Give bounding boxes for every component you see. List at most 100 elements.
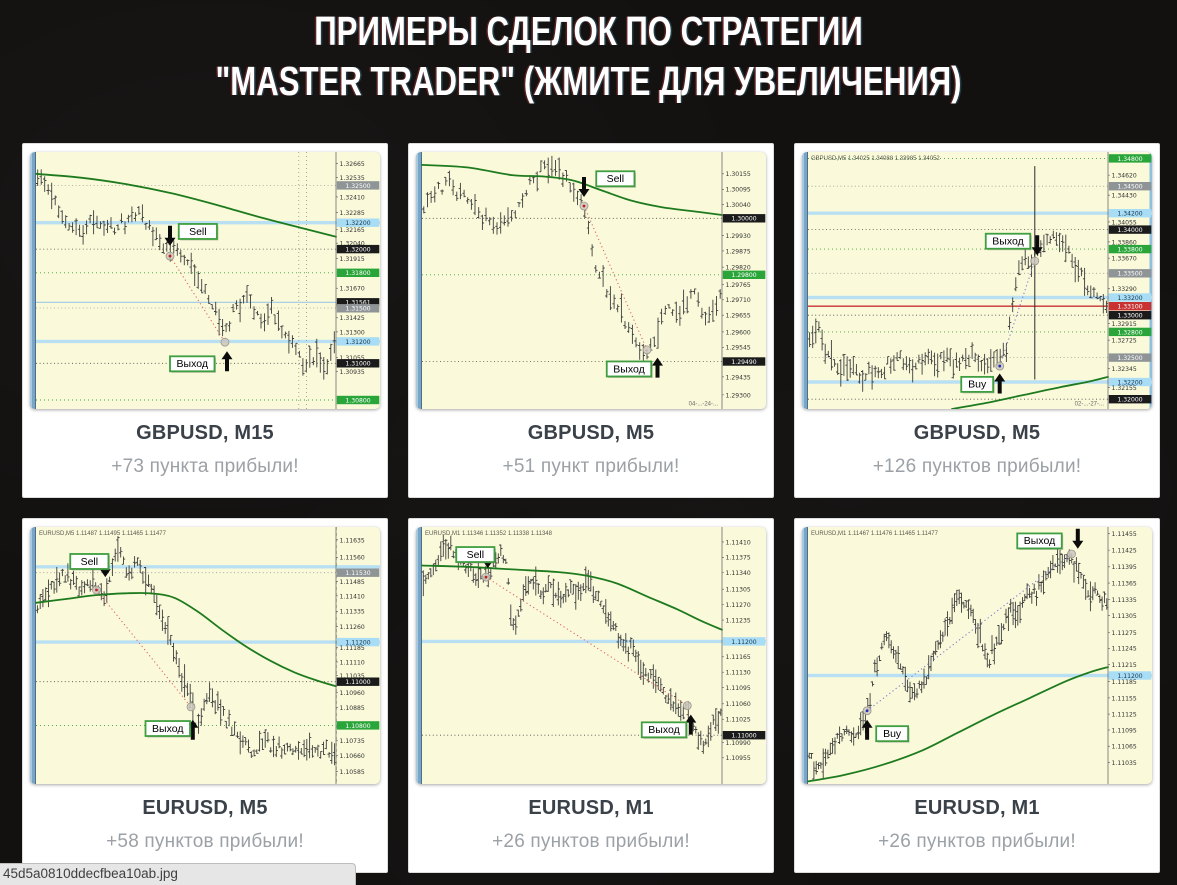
svg-text:1.11060: 1.11060 [726,701,751,708]
entry-label-box [69,553,110,570]
svg-text:1.30000: 1.30000 [731,216,756,223]
svg-text:1.11275: 1.11275 [1112,630,1137,637]
trade-card[interactable]: 1.11455 1.11425 1.11395 1.11365 1.11335 1.113… [794,518,1160,873]
svg-text:1.11130: 1.11130 [726,670,751,677]
mt4-chart-image: 1.11410 1.11375 1.11340 1.11305 1.11270 1.112… [416,527,766,784]
svg-text:1.10955: 1.10955 [726,755,751,762]
chart-thumbnail[interactable]: 1.32665 1.32535 1.32500 1.32410 1.32285 1.322… [30,152,380,409]
svg-text:1.34500: 1.34500 [1117,184,1142,191]
svg-text:1.11375: 1.11375 [726,555,751,562]
price-bars [422,155,722,361]
card-profit-text: +26 пунктов прибыли! [878,831,1076,852]
svg-text:1.11410: 1.11410 [340,593,365,600]
chart-thumbnail[interactable]: 1.30155 1.30095 1.30040 1.30000 1.29930 1.298… [416,152,766,409]
svg-text:1.32200: 1.32200 [1117,379,1142,386]
svg-text:1.10585: 1.10585 [340,769,365,776]
ma-line [807,666,1109,783]
chart-thumbnail[interactable]: 1.34800 1.34620 1.34500 1.34430 1.34200 1.340… [802,152,1152,409]
price-axis: 1.11410 1.11375 1.11340 1.11305 1.11270 1.112… [722,539,766,762]
trade-card[interactable]: 1.30155 1.30095 1.30040 1.30000 1.29930 1.298… [408,143,774,498]
svg-text:1.32155: 1.32155 [1112,385,1137,392]
mt4-chart-image: 1.11635 1.11560 1.11530 1.11485 1.11410 1.113… [30,527,380,784]
page-title: ПРИМЕРЫ СДЕЛОК ПО СТРАТЕГИИ "MASTER TRAD… [0,0,1177,106]
svg-text:1.29875: 1.29875 [726,248,751,255]
svg-text:1.11410: 1.11410 [726,539,751,546]
svg-text:1.11340: 1.11340 [726,570,751,577]
exit-label-text: Выход [648,724,679,736]
exit-label-text: Выход [992,236,1023,248]
svg-text:1.29710: 1.29710 [726,297,751,304]
arrow-up-icon [652,357,663,378]
svg-text:1.10960: 1.10960 [340,690,365,697]
svg-text:1.29800: 1.29800 [731,272,756,279]
svg-text:1.31561: 1.31561 [345,300,370,307]
exit-label-box [144,720,191,737]
trade-line [866,553,1072,712]
page-title-line1: ПРИМЕРЫ СДЕЛОК ПО СТРАТЕГИИ [314,8,863,54]
arrow-up-icon [861,719,873,740]
entry-label-box [960,375,995,393]
mt4-chart-image: 1.30155 1.30095 1.30040 1.30000 1.29930 1.298… [416,152,766,409]
svg-text:1.11335: 1.11335 [340,609,365,616]
chart-title-bar: GBPUSD,M5 1.34025 1.34088 1.33985 1.3405… [811,156,940,162]
svg-text:1.29820: 1.29820 [726,265,751,272]
svg-text:1.29435: 1.29435 [726,374,751,381]
svg-text:1.33290: 1.33290 [1112,286,1137,293]
svg-text:1.32040: 1.32040 [340,241,365,248]
trade-card[interactable]: 1.11410 1.11375 1.11340 1.11305 1.11270 1.112… [408,518,774,873]
svg-text:1.31500: 1.31500 [345,306,370,313]
chart-thumbnail[interactable]: 1.11455 1.11425 1.11395 1.11365 1.11335 1.113… [802,527,1152,784]
ma-line [421,164,723,216]
ma-line [35,592,337,688]
exit-marker [642,345,652,355]
svg-text:1.32500: 1.32500 [345,183,370,190]
svg-text:1.31055: 1.31055 [340,355,365,362]
svg-text:1.33000: 1.33000 [1117,313,1142,320]
svg-text:1.10990: 1.10990 [726,740,751,747]
price-bars [36,169,336,380]
trade-card[interactable]: 1.32665 1.32535 1.32500 1.32410 1.32285 1.322… [22,143,388,498]
svg-text:1.11530: 1.11530 [345,570,370,577]
svg-text:1.11200: 1.11200 [1117,673,1142,680]
trade-card[interactable]: 1.34800 1.34620 1.34500 1.34430 1.34200 1.340… [794,143,1160,498]
svg-text:1.33860: 1.33860 [1112,239,1137,246]
trade-line [96,589,192,708]
svg-text:1.11035: 1.11035 [340,673,365,680]
mt4-chart-image: 1.11455 1.11425 1.11395 1.11365 1.11335 1.113… [802,527,1152,784]
x-axis-note: 04-...-24-... [689,402,719,408]
card-pair-title: GBPUSD, M5 [527,422,655,444]
svg-text:1.11000: 1.11000 [731,733,756,740]
card-profit-text: +26 пунктов прибыли! [492,831,690,852]
svg-text:1.29490: 1.29490 [731,359,756,366]
ma-line [951,376,1109,409]
svg-text:1.32725: 1.32725 [1112,338,1137,345]
svg-text:1.30095: 1.30095 [726,187,751,194]
svg-text:1.32345: 1.32345 [1112,366,1137,373]
svg-text:1.32000: 1.32000 [1117,397,1142,404]
svg-text:1.34200: 1.34200 [1117,211,1142,218]
svg-text:1.29545: 1.29545 [726,345,751,352]
exit-label-box [984,232,1032,250]
svg-text:1.34055: 1.34055 [1112,219,1137,226]
svg-text:1.31670: 1.31670 [340,286,365,293]
card-profit-text: +58 пунктов прибыли! [106,831,304,852]
entry-label-text: Sell [81,556,99,568]
chart-thumbnail[interactable]: 1.11635 1.11560 1.11530 1.11485 1.11410 1.113… [30,527,380,784]
entry-label-box [595,170,636,188]
trade-line [999,260,1036,367]
svg-text:1.33500: 1.33500 [1117,271,1142,278]
arrow-down-icon [1031,235,1043,256]
svg-text:1.11000: 1.11000 [345,679,370,686]
svg-text:1.11235: 1.11235 [726,617,751,624]
svg-text:1.11335: 1.11335 [1112,597,1137,604]
trade-line [169,255,226,343]
page-title-line2: "MASTER TRADER" (ЖМИТЕ ДЛЯ УВЕЛИЧЕНИЯ) [215,58,962,104]
card-pair-title: EURUSD, M5 [142,797,268,819]
exit-label-box [1016,532,1063,550]
trade-card[interactable]: 1.11635 1.11560 1.11530 1.11485 1.11410 1.113… [22,518,388,873]
svg-text:1.11065: 1.11065 [1112,744,1137,751]
card-profit-text: +73 пункта прибыли! [111,456,299,477]
chart-thumbnail[interactable]: 1.11410 1.11375 1.11340 1.11305 1.11270 1.112… [416,527,766,784]
